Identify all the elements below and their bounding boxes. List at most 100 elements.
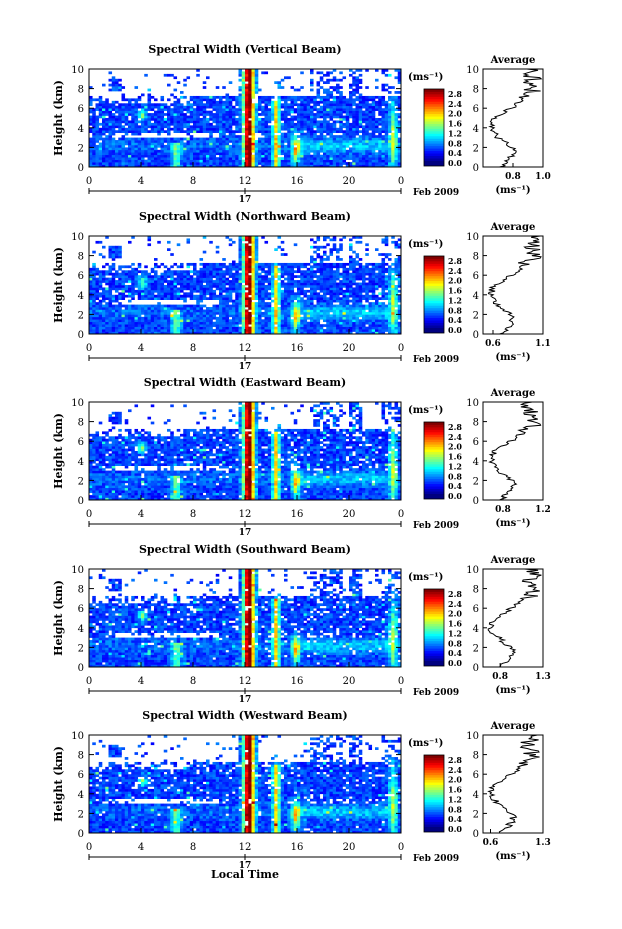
heatmap-cell: [137, 285, 142, 288]
heatmap-cell: [277, 122, 282, 126]
heatmap-cell: [219, 302, 223, 305]
heatmap-cell: [144, 314, 148, 318]
heatmap-cell: [371, 144, 376, 148]
heatmap-cell: [228, 329, 233, 332]
heatmap-cell: [388, 110, 392, 114]
heatmap-cell: [202, 311, 207, 315]
heatmap-cell: [121, 118, 126, 121]
heatmap-cell: [102, 108, 106, 111]
heatmap-cell: [258, 159, 262, 163]
heatmap-cell: [300, 275, 304, 278]
heatmap-cell: [137, 120, 142, 124]
heatmap-cell: [163, 292, 168, 296]
heatmap-cell: [391, 154, 395, 158]
heatmap-cell: [215, 275, 220, 278]
heatmap-cell: [336, 250, 340, 254]
heatmap-cell: [245, 258, 249, 261]
heatmap-cell: [121, 157, 126, 160]
heatmap-cell: [316, 270, 321, 274]
heatmap-cell: [206, 272, 210, 276]
heatmap-cell: [212, 105, 217, 109]
heatmap-cell: [199, 125, 204, 129]
heatmap-cell: [170, 115, 174, 119]
heatmap-cell: [264, 149, 269, 153]
heatmap-cell: [358, 118, 363, 121]
heatmap-cell: [95, 277, 100, 281]
heatmap-cell: [215, 319, 220, 323]
heatmap-cell: [115, 329, 119, 332]
heatmap-cell: [115, 299, 119, 303]
heatmap-cell: [381, 130, 386, 133]
heatmap-cell: [147, 280, 152, 283]
heatmap-cell: [251, 270, 256, 274]
heatmap-cell: [316, 309, 321, 313]
heatmap-cell: [141, 130, 145, 133]
heatmap-cell: [261, 277, 265, 281]
heatmap-cell: [180, 110, 184, 114]
heatmap-cell: [206, 311, 210, 315]
heatmap-cell: [134, 275, 139, 278]
heatmap-cell: [235, 324, 239, 327]
heatmap-cell: [303, 142, 308, 146]
heatmap-cell: [375, 164, 379, 168]
heatmap-cell: [170, 321, 174, 325]
heatmap-cell: [173, 122, 178, 126]
heatmap-cell: [339, 91, 343, 94]
heatmap-cell: [316, 292, 321, 296]
heatmap-cell: [238, 321, 243, 325]
heatmap-cell: [154, 282, 158, 286]
colorbar-step: [424, 155, 444, 159]
heatmap-cell: [261, 157, 265, 160]
heatmap-cell: [215, 142, 220, 146]
heatmap-cell: [189, 154, 194, 158]
heatmap-cell: [336, 326, 340, 330]
colorbar-step: [424, 108, 444, 112]
heatmap-cell: [326, 321, 330, 325]
heatmap-cell: [310, 88, 314, 92]
heatmap-cell: [310, 304, 314, 308]
heatmap-cell: [150, 130, 155, 133]
heatmap-cell: [310, 282, 314, 286]
heatmap-cell: [241, 71, 246, 75]
heatmap-cell: [319, 270, 324, 274]
heatmap-cell: [193, 309, 197, 313]
heatmap-cell: [280, 118, 285, 121]
heatmap-cell: [251, 154, 256, 158]
heatmap-cell: [144, 289, 148, 293]
heatmap-cell: [326, 258, 330, 261]
heatmap-cell: [248, 152, 252, 156]
heatmap-cell: [118, 110, 122, 114]
heatmap-cell: [319, 86, 324, 89]
heatmap-cell: [280, 110, 285, 114]
heatmap-cell: [202, 127, 207, 131]
heatmap-cell: [228, 120, 233, 124]
heatmap-cell: [186, 120, 191, 124]
heatmap-cell: [176, 108, 181, 111]
heatmap-cell: [232, 142, 236, 146]
heatmap-cell: [199, 311, 204, 315]
heatmap-cell: [284, 294, 288, 298]
heatmap-cell: [199, 105, 204, 109]
heatmap-cell: [173, 321, 178, 325]
heatmap-cell: [316, 277, 321, 281]
heatmap-cell: [378, 164, 382, 168]
heatmap-cell: [248, 326, 252, 330]
heatmap-cell: [189, 321, 194, 325]
heatmap-cell: [336, 164, 340, 168]
heatmap-cell: [193, 265, 197, 269]
heatmap-cell: [170, 307, 174, 310]
heatmap-cell: [105, 149, 109, 153]
heatmap-cell: [342, 95, 347, 99]
heatmap-cell: [157, 314, 161, 318]
heatmap-cell: [352, 127, 356, 131]
heatmap-cell: [287, 149, 291, 153]
heatmap-cell: [232, 280, 236, 283]
heatmap-cell: [323, 277, 327, 281]
heatmap-cell: [124, 314, 129, 318]
heatmap-cell: [206, 130, 210, 133]
heatmap-cell: [235, 326, 239, 330]
heatmap-cell: [290, 132, 295, 136]
heatmap-cell: [150, 316, 155, 320]
heatmap-cell: [92, 108, 96, 111]
heatmap-cell: [319, 137, 324, 141]
